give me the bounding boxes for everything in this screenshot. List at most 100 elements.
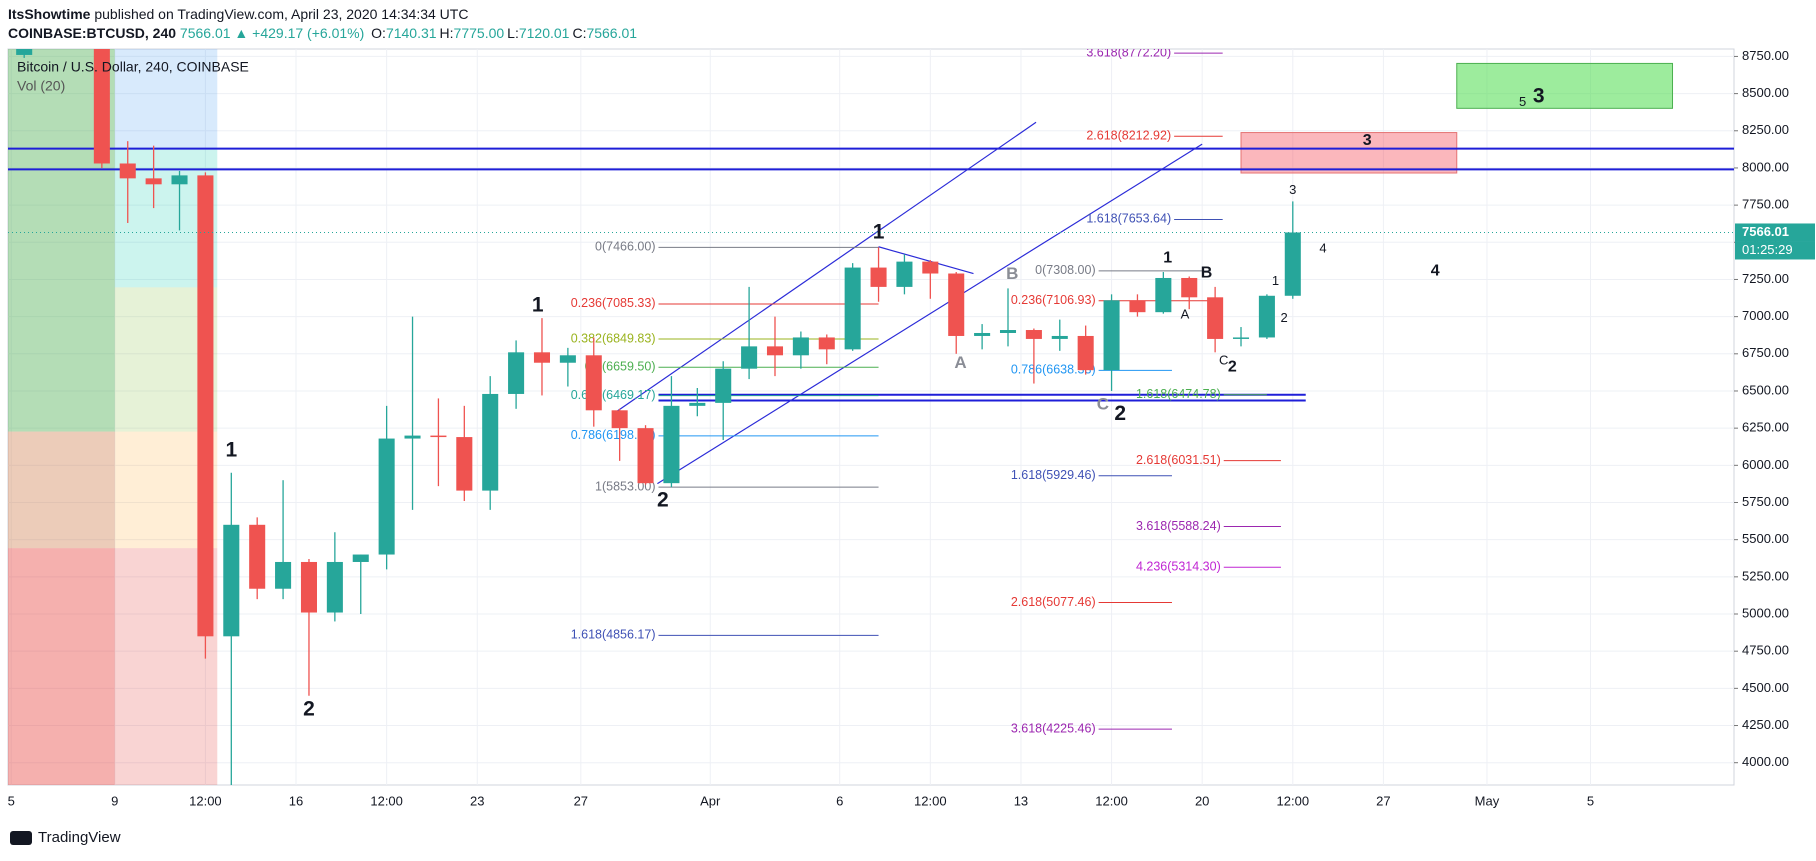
wave-label: 5	[1519, 94, 1526, 109]
logo	[10, 830, 32, 845]
countdown-tag	[1735, 241, 1815, 260]
candle-body	[559, 355, 576, 363]
x-tick-label: 12:00	[1277, 793, 1310, 808]
y-tick-label: 7750.00	[1742, 197, 1789, 212]
fib-label: 2.618(6031.51)	[1136, 453, 1221, 467]
candle-body	[1181, 277, 1198, 298]
y-tick-label: 6750.00	[1742, 345, 1789, 360]
x-tick-label: 20	[1195, 793, 1209, 808]
candle-body	[870, 267, 887, 287]
x-tick-label: 9	[111, 793, 118, 808]
x-tick-label: 12:00	[914, 793, 947, 808]
candle-body	[1077, 335, 1094, 371]
fib-label: 0.382(6849.83)	[571, 331, 656, 345]
candle-body	[404, 435, 421, 439]
y-tick-label: 6250.00	[1742, 420, 1789, 435]
fib-label: 1.618(5929.46)	[1011, 468, 1096, 482]
candle-body	[974, 332, 991, 336]
wave-label: 1	[1272, 273, 1279, 288]
candle-body	[430, 435, 447, 438]
fib-label: 0.786(6638.33)	[1011, 363, 1096, 377]
symbol: COINBASE:BTCUSD, 240	[8, 25, 177, 41]
wave-label: 2	[1281, 310, 1288, 325]
zone	[1456, 62, 1674, 109]
plot-area: 0(7466.00) 0.236(7085.33) 0.382(6849.83) 0.…	[8, 49, 1734, 785]
x-tick-label: Apr	[700, 793, 721, 808]
x-tick-label: 16	[289, 793, 303, 808]
x-tick-label: 12:00	[1095, 793, 1128, 808]
candle-body	[326, 561, 343, 613]
y-tick-label: 5250.00	[1742, 568, 1789, 583]
y-tick-label: 8500.00	[1742, 85, 1789, 100]
fib-label: 3.618(5588.24)	[1136, 519, 1221, 533]
y-tick-label: 5000.00	[1742, 605, 1789, 620]
y-tick-label: 7000.00	[1742, 308, 1789, 323]
zone	[8, 548, 115, 785]
y-tick-label: 5750.00	[1742, 494, 1789, 509]
y-tick-label: 4500.00	[1742, 680, 1789, 695]
candle-body	[999, 330, 1017, 333]
candle-body	[482, 393, 499, 491]
wave-label: 3	[1533, 84, 1545, 107]
fib-label: 1.618(4856.17)	[571, 628, 656, 642]
quote: 7566.01	[179, 25, 231, 41]
y-tick-label: 6500.00	[1742, 382, 1789, 397]
chart-title: Bitcoin / U.S. Dollar, 240, COINBASE	[17, 59, 249, 75]
candle-body	[766, 346, 784, 356]
change: +429.17 (+6.01%)	[252, 25, 365, 41]
y-tick-label: 7250.00	[1742, 271, 1789, 286]
candle-body	[948, 273, 965, 336]
candle-body	[171, 175, 188, 185]
wave-label: C	[1219, 353, 1228, 368]
wave-label: A	[1181, 306, 1190, 321]
candle-body	[1025, 330, 1042, 339]
y-tick-label: 4250.00	[1742, 717, 1789, 732]
fib-label: 0.236(7085.33)	[571, 296, 656, 310]
fib-label: 0(7308.00)	[1035, 263, 1095, 277]
fib-label: 0.786(6198.18)	[571, 428, 656, 442]
x-tick-label: 12:00	[189, 793, 222, 808]
fib-label: 0(7466.00)	[595, 240, 655, 254]
wave-label: 1	[225, 439, 237, 462]
candle-body	[197, 175, 214, 637]
trend-line	[613, 121, 1037, 414]
wave-label: 2	[657, 488, 669, 511]
ohlc-key: L:	[507, 25, 519, 41]
candle-body	[223, 524, 240, 637]
y-tick-label: 8250.00	[1742, 122, 1789, 137]
x-tick-label: 27	[1376, 793, 1390, 808]
header: ItsShowtime published on TradingView.com…	[8, 5, 637, 43]
y-tick-label: 4750.00	[1742, 643, 1789, 658]
trend-line	[878, 246, 974, 275]
wave-label: 1	[532, 293, 544, 316]
candle-body	[1207, 297, 1224, 339]
candle-body	[1258, 295, 1275, 338]
candle-body	[533, 352, 551, 363]
x-tick-label: 23	[470, 793, 484, 808]
wave-label: B	[1006, 264, 1018, 283]
candle-body	[456, 437, 473, 491]
x-tick-label: 12:00	[370, 793, 403, 808]
wave-label: C	[1097, 395, 1109, 414]
x-tick-label: 5	[8, 793, 15, 808]
zone	[114, 49, 218, 148]
candle-body	[741, 346, 758, 369]
ohlc: O:7140.31 H:7775.00 L:7120.01 C:7566.01	[368, 25, 637, 41]
x-tick-label: 5	[1587, 793, 1594, 808]
candle-body	[275, 561, 292, 589]
y-tick-label: 4000.00	[1742, 754, 1789, 769]
y-tick-label: 8000.00	[1742, 159, 1789, 174]
candle-body	[145, 178, 162, 185]
fib-label: 2.618(5077.46)	[1011, 595, 1096, 609]
candle-body	[1284, 232, 1301, 296]
ohlc-value: 7140.31	[385, 25, 437, 41]
candle-body	[119, 163, 136, 179]
candle-body	[1051, 335, 1068, 339]
wave-label: 2	[1228, 358, 1237, 375]
y-tick-label: 6000.00	[1742, 457, 1789, 472]
trend-line	[657, 143, 1203, 485]
price-tag-label: 7566.01	[1742, 224, 1789, 239]
wave-label: A	[954, 353, 966, 372]
wave-label: 2	[1114, 402, 1126, 425]
